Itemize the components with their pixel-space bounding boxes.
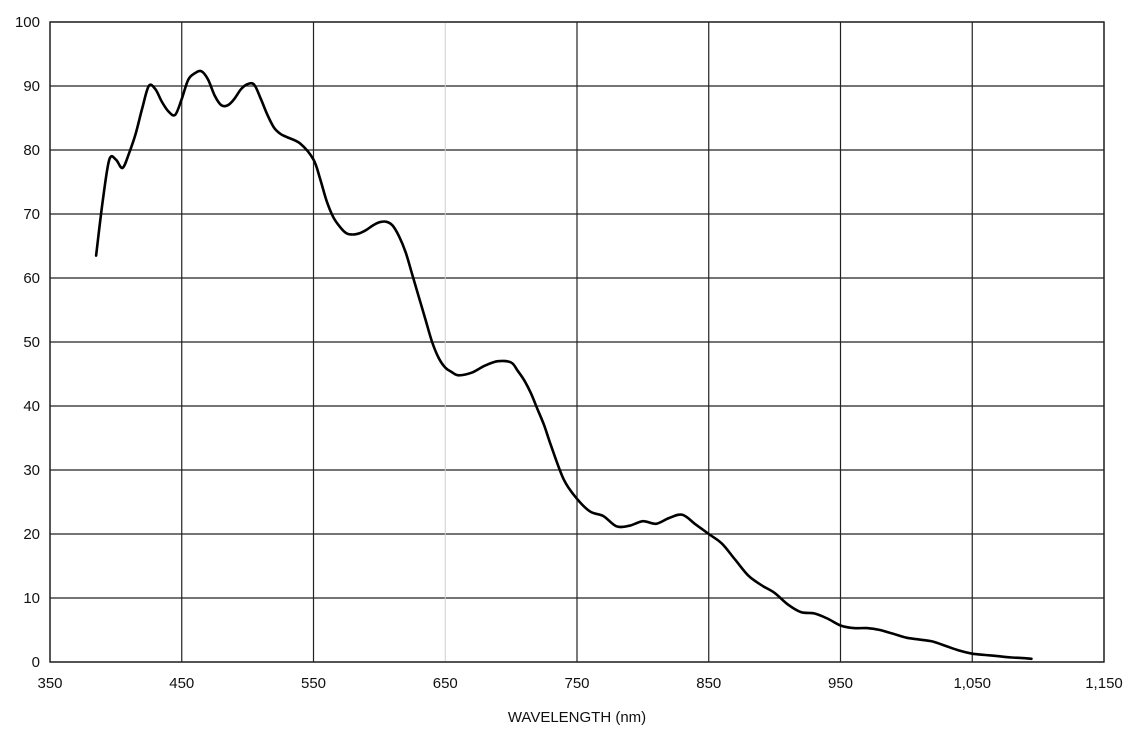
series-line: [94, 69, 1033, 661]
y-tick-label: 20: [23, 526, 40, 543]
y-tick-label: 60: [23, 270, 40, 287]
y-tick-label: 0: [32, 654, 40, 671]
y-axis-ticks: 0 10 20 30 40 50 60 70 80 90 100: [15, 14, 40, 671]
x-tick-label: 1,150: [1085, 675, 1123, 692]
grid: [49, 21, 1105, 663]
x-tick-label: 1,050: [953, 675, 991, 692]
y-tick-label: 80: [23, 142, 40, 159]
y-tick-label: 100: [15, 14, 40, 31]
x-axis-title: WAVELENGTH (nm): [508, 709, 646, 726]
y-tick-label: 70: [23, 206, 40, 223]
y-tick-label: 10: [23, 590, 40, 607]
y-tick-label: 30: [23, 462, 40, 479]
x-tick-label: 850: [696, 675, 721, 692]
x-tick-label: 750: [564, 675, 589, 692]
x-tick-label: 550: [301, 675, 326, 692]
x-tick-label: 450: [169, 675, 194, 692]
series-layer: [94, 69, 1033, 661]
y-tick-label: 40: [23, 398, 40, 415]
x-tick-label: 350: [37, 675, 62, 692]
plot-frame: [49, 21, 1105, 663]
x-tick-label: 950: [828, 675, 853, 692]
x-tick-label: 650: [433, 675, 458, 692]
x-axis-ticks: 350 450 550 650 750 850 950 1,050 1,150: [37, 675, 1122, 692]
y-tick-label: 50: [23, 334, 40, 351]
y-tick-label: 90: [23, 78, 40, 95]
